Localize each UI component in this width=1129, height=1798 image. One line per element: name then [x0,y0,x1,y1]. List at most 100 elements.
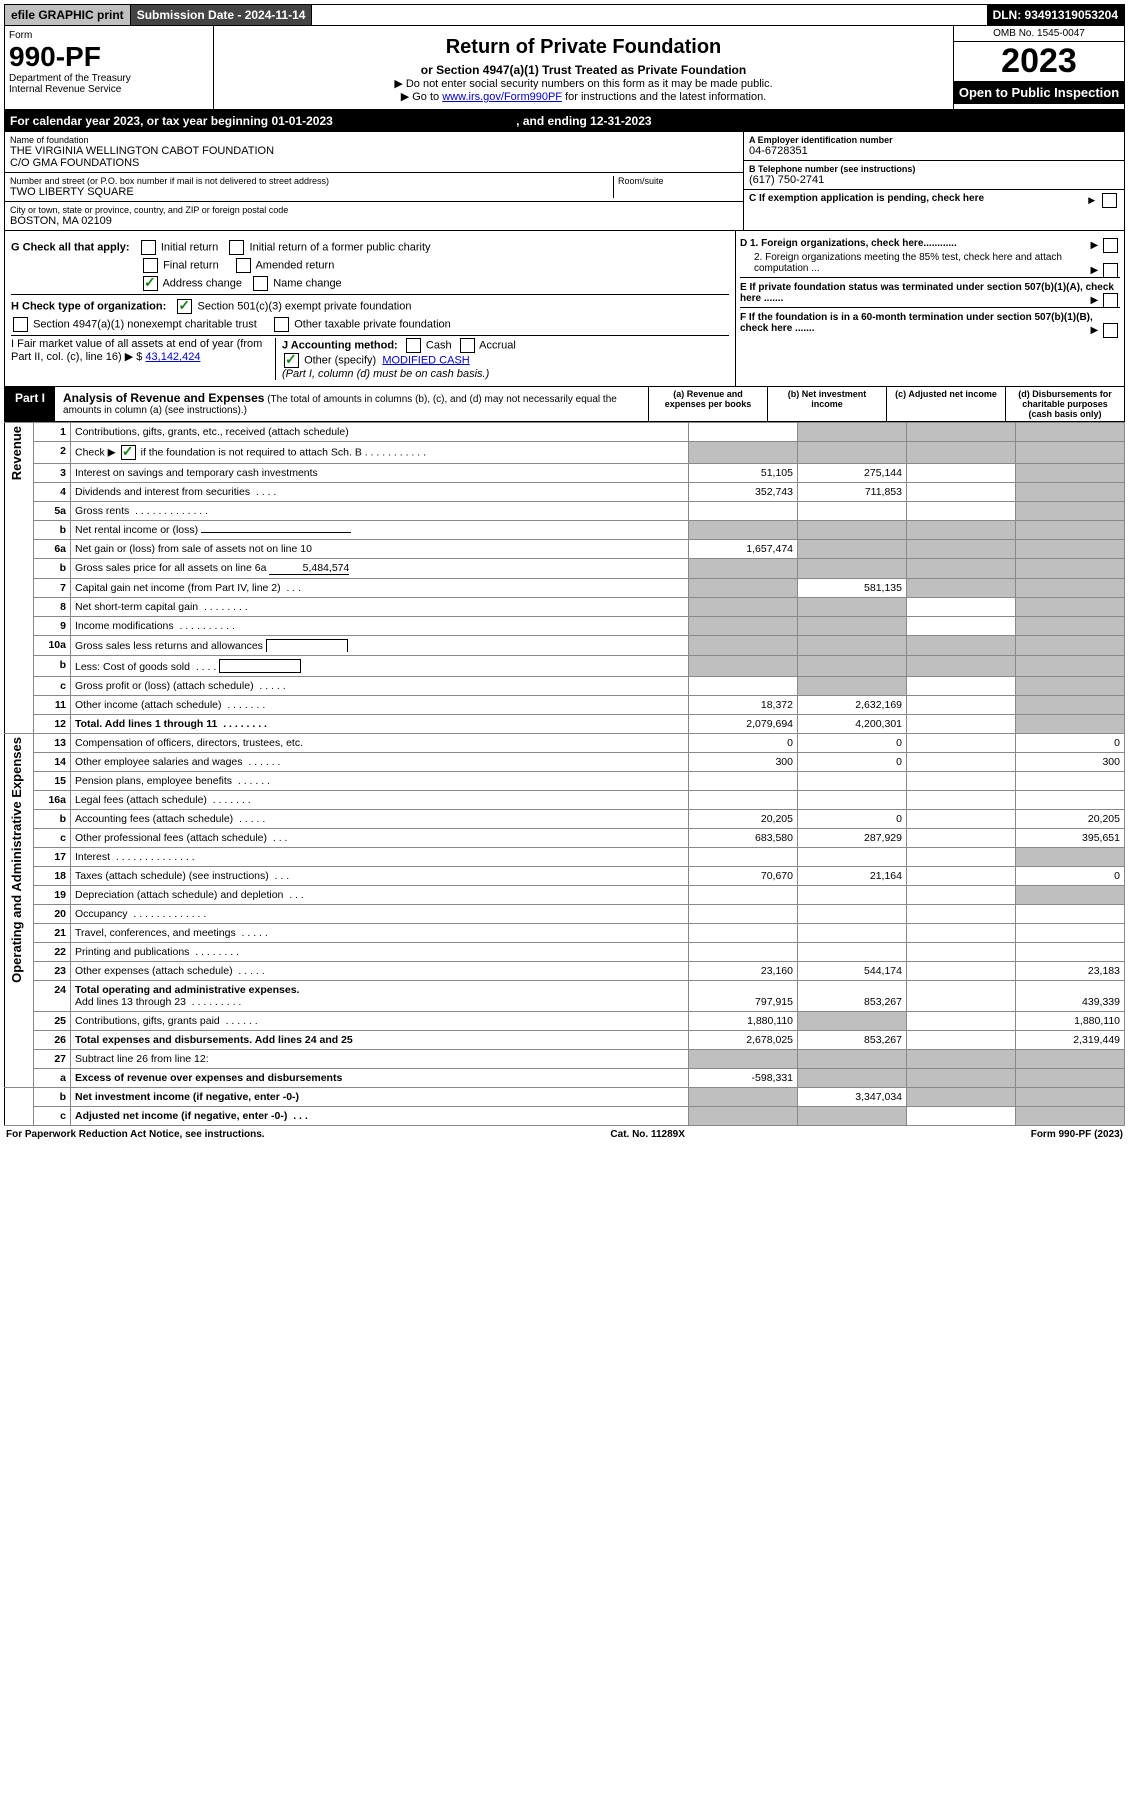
cell: 683,580 [689,829,798,848]
cell [798,772,907,791]
fmv-value[interactable]: 43,142,424 [145,351,200,363]
form-title: Return of Private Foundation [220,36,947,59]
cell [1016,791,1125,810]
chk-d2[interactable] [1103,263,1118,278]
cell: 1,657,474 [689,540,798,559]
chk-addr-change[interactable] [143,276,158,291]
cell: 853,267 [798,981,907,1012]
lbl-501c3: Section 501(c)(3) exempt private foundat… [197,300,411,312]
h-row2: Section 4947(a)(1) nonexempt charitable … [11,317,729,332]
chk-accrual[interactable] [460,338,475,353]
city-value: BOSTON, MA 02109 [10,215,738,227]
cell: 0 [798,753,907,772]
line-desc: Pension plans, employee benefits . . . .… [71,772,689,791]
line-desc: Net short-term capital gain . . . . . . … [71,598,689,617]
cell: 300 [689,753,798,772]
chk-e[interactable] [1103,293,1118,308]
cell [689,905,798,924]
cell: 1,880,110 [1016,1012,1125,1031]
cal-year-begin: For calendar year 2023, or tax year begi… [10,114,333,128]
chk-4947[interactable] [13,317,28,332]
cell [907,1088,1016,1107]
line-desc: Other professional fees (attach schedule… [71,829,689,848]
cell: 4,200,301 [798,715,907,734]
instr-link-row: ▶ Go to www.irs.gov/Form990PF for instru… [220,90,947,103]
col-d: (d) Disbursements for charitable purpose… [1005,387,1124,421]
c-checkbox[interactable] [1102,193,1117,208]
room-label: Room/suite [618,176,738,186]
cell [798,905,907,924]
cell [689,521,798,540]
cell [798,540,907,559]
cell [1016,442,1125,464]
chk-cash[interactable] [406,338,421,353]
line-desc: Net rental income or (loss) [71,521,689,540]
chk-501c3[interactable] [177,299,192,314]
cell [907,656,1016,677]
chk-schb[interactable] [121,445,136,460]
phone-cell: B Telephone number (see instructions) (6… [744,161,1124,190]
cell [907,924,1016,943]
table-row: Operating and Administrative Expenses 13… [5,734,1125,753]
chk-d1[interactable] [1103,238,1118,253]
cell [1016,1088,1125,1107]
chk-name-change[interactable] [253,276,268,291]
cell: 18,372 [689,696,798,715]
cell [907,579,1016,598]
cell [907,423,1016,442]
cell [907,464,1016,483]
name-label: Name of foundation [10,135,738,145]
cell [689,677,798,696]
cell [1016,715,1125,734]
cell: -598,331 [689,1069,798,1088]
c-cell: C If exemption application is pending, c… [744,190,1124,207]
col-a: (a) Revenue and expenses per books [648,387,767,421]
cell [1016,924,1125,943]
lbl-final: Final return [163,259,219,271]
cell [1016,943,1125,962]
line-desc: Net investment income (if negative, ente… [71,1088,689,1107]
cell [1016,579,1125,598]
irs-link[interactable]: www.irs.gov/Form990PF [442,91,562,103]
cell [798,521,907,540]
chk-initial[interactable] [141,240,156,255]
revenue-side: Revenue [5,423,34,734]
instr2-pre: ▶ Go to [401,91,442,103]
cell: 581,135 [798,579,907,598]
checks-left: G Check all that apply: Initial return I… [5,231,735,386]
efile-print-label[interactable]: efile GRAPHIC print [5,5,131,25]
chk-initial-former[interactable] [229,240,244,255]
line-desc: Compensation of officers, directors, tru… [71,734,689,753]
cell [907,483,1016,502]
cell: 0 [689,734,798,753]
cell [689,502,798,521]
other-acct-val[interactable]: MODIFIED CASH [382,354,469,366]
cell [798,636,907,656]
form-header: Form 990-PF Department of the Treasury I… [4,26,1125,110]
chk-final[interactable] [143,258,158,273]
line-desc: Interest . . . . . . . . . . . . . . [71,848,689,867]
instr-ssn: ▶ Do not enter social security numbers o… [220,77,947,90]
e-row: E If private foundation status was termi… [740,277,1120,304]
cell: 0 [798,734,907,753]
cell: 21,164 [798,867,907,886]
chk-f[interactable] [1103,323,1118,338]
ein-cell: A Employer identification number 04-6728… [744,132,1124,161]
cell [1016,423,1125,442]
chk-other-tax[interactable] [274,317,289,332]
cell [1016,1050,1125,1069]
line-desc: Printing and publications . . . . . . . … [71,943,689,962]
cell: 2,632,169 [798,696,907,715]
pra-notice: For Paperwork Reduction Act Notice, see … [6,1129,265,1140]
entity-info: Name of foundation THE VIRGINIA WELLINGT… [4,132,1125,231]
chk-amended[interactable] [236,258,251,273]
cell [907,1107,1016,1126]
chk-other-acct[interactable] [284,353,299,368]
irs-label: Internal Revenue Service [9,84,209,95]
cell [907,442,1016,464]
cell [689,1107,798,1126]
lbl-accrual: Accrual [479,339,516,351]
form-number: 990-PF [9,41,209,73]
cell [907,636,1016,656]
name-cell: Name of foundation THE VIRGINIA WELLINGT… [5,132,743,173]
